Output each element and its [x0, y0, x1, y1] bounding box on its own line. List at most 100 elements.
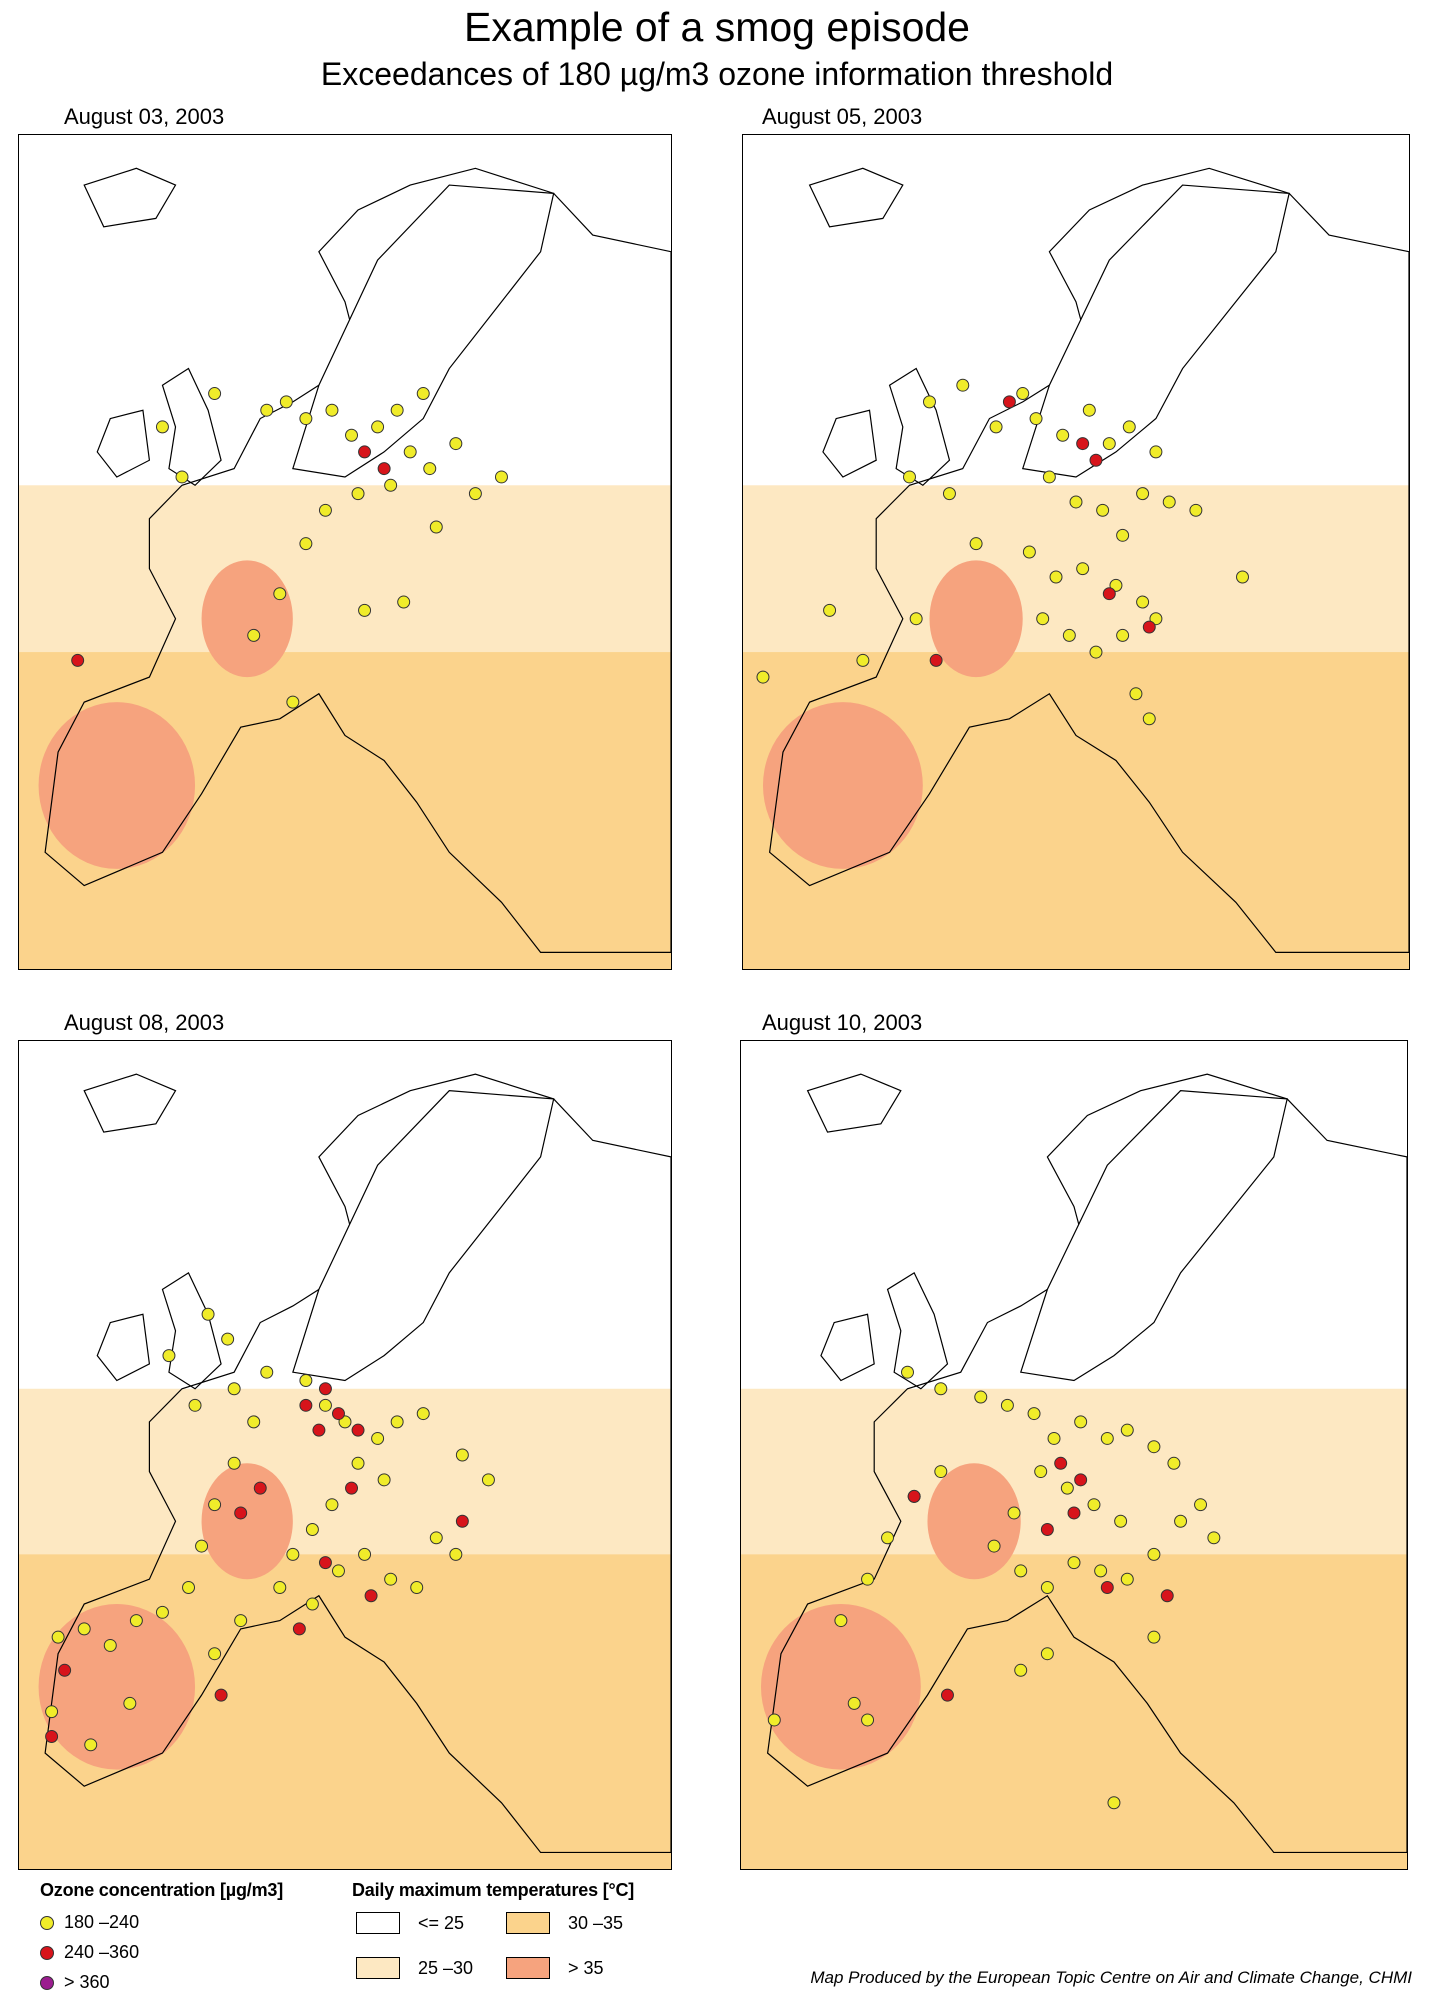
station-180-240 [1036, 612, 1050, 626]
coastline-scandinavia [1019, 1090, 1288, 1382]
station-180-240 [358, 603, 372, 617]
station-180-240 [123, 1696, 137, 1710]
panel-date-3: August 08, 2003 [64, 1010, 225, 1035]
station-240-360 [1067, 1506, 1081, 1520]
station-180-240 [384, 1572, 398, 1586]
station-240-360 [364, 1589, 378, 1603]
station-240-360 [45, 1730, 59, 1744]
temp-zone-iberia [38, 1604, 196, 1770]
station-240-360 [1040, 1523, 1054, 1537]
station-180-240 [1136, 487, 1150, 501]
station-180-240 [922, 395, 936, 409]
station-180-240 [351, 487, 365, 501]
map-panel-1 [18, 134, 672, 970]
station-180-240 [423, 462, 437, 476]
coastline-iceland [83, 1073, 177, 1133]
station-180-240 [345, 428, 359, 442]
station-180-240 [1069, 495, 1083, 509]
station-180-240 [449, 1547, 463, 1561]
station-180-240 [201, 1307, 215, 1321]
coastline-ireland [96, 1313, 151, 1382]
map-svg-4 [741, 1041, 1407, 1869]
station-180-240 [974, 1390, 988, 1404]
station-180-240 [847, 1696, 861, 1710]
station-180-240 [1109, 578, 1123, 592]
station-180-240 [1147, 1630, 1161, 1644]
station-180-240 [1102, 437, 1116, 451]
station-240-360 [1089, 453, 1103, 467]
station-240-360 [345, 1481, 359, 1495]
station-180-240 [468, 487, 482, 501]
station-180-240 [247, 1415, 261, 1429]
station-180-240 [1147, 1547, 1161, 1561]
temp-swatch-le25 [356, 1912, 400, 1934]
ozone-legend-item-3: > 360 [40, 1972, 110, 1993]
station-180-240 [494, 470, 508, 484]
station-180-240 [331, 1564, 345, 1578]
station-180-240 [1082, 403, 1096, 417]
coastline-britain [161, 1271, 222, 1390]
station-180-240 [909, 612, 923, 626]
station-240-360 [1160, 1589, 1174, 1603]
station-180-240 [881, 1531, 895, 1545]
station-180-240 [856, 653, 870, 667]
station-180-240 [305, 1597, 319, 1611]
ozone-dot-gt360 [40, 1975, 54, 1990]
station-180-240 [1000, 1398, 1014, 1412]
station-240-360 [1076, 437, 1090, 451]
temp-legend-item-4: > 35 [506, 1957, 604, 1979]
station-180-240 [1042, 470, 1056, 484]
station-180-240 [1056, 428, 1070, 442]
temp-zone-iberia [38, 702, 196, 869]
ozone-label-2: 240 –360 [64, 1942, 140, 1962]
ozone-legend-item-2: 240 –360 [40, 1942, 139, 1963]
station-180-240 [305, 1523, 319, 1537]
station-180-240 [1149, 612, 1163, 626]
panel-date-2: August 05, 2003 [762, 104, 923, 129]
station-180-240 [1096, 503, 1110, 517]
panel-date-1: August 03, 2003 [64, 104, 225, 129]
station-180-240 [1114, 1514, 1128, 1528]
station-180-240 [1189, 503, 1203, 517]
station-180-240 [155, 1605, 169, 1619]
coastline-iceland [83, 167, 177, 228]
station-180-240 [1167, 1456, 1181, 1470]
station-180-240 [1120, 1572, 1134, 1586]
ozone-label-1: 180 –240 [64, 1912, 140, 1932]
map-title: Example of a smog episode [464, 4, 970, 50]
station-180-240 [1147, 1440, 1161, 1454]
station-240-360 [1074, 1473, 1088, 1487]
station-180-240 [429, 1531, 443, 1545]
station-240-360 [331, 1407, 345, 1421]
ozone-legend-title: Ozone concentration [µg/m3] [40, 1880, 283, 1900]
station-180-240 [195, 1539, 209, 1553]
temp-legend-item-3: 25 –30 [356, 1957, 473, 1979]
temp-legend-title: Daily maximum temperatures [°C] [352, 1880, 635, 1900]
station-240-360 [299, 1398, 313, 1412]
station-180-240 [1014, 1663, 1028, 1677]
station-180-240 [325, 403, 339, 417]
station-180-240 [299, 1373, 313, 1387]
station-180-240 [956, 378, 970, 392]
station-180-240 [286, 695, 300, 709]
station-240-360 [1102, 587, 1116, 601]
station-180-240 [208, 1498, 222, 1512]
station-180-240 [325, 1498, 339, 1512]
station-180-240 [162, 1349, 176, 1363]
station-180-240 [286, 1547, 300, 1561]
ozone-dot-240-360 [40, 1945, 54, 1960]
station-180-240 [1236, 570, 1249, 584]
temp-zone-iberia [762, 702, 923, 869]
station-180-240 [182, 1580, 196, 1594]
station-240-360 [292, 1622, 306, 1636]
map-svg-2 [743, 135, 1409, 969]
station-180-240 [1074, 1415, 1088, 1429]
temp-zone-france [927, 1463, 1021, 1580]
station-180-240 [155, 420, 169, 434]
station-180-240 [1014, 1564, 1028, 1578]
station-240-360 [351, 1423, 365, 1437]
station-240-360 [1100, 1580, 1114, 1594]
ozone-dot-180-240 [40, 1915, 54, 1930]
station-180-240 [1129, 687, 1143, 701]
station-180-240 [371, 420, 385, 434]
